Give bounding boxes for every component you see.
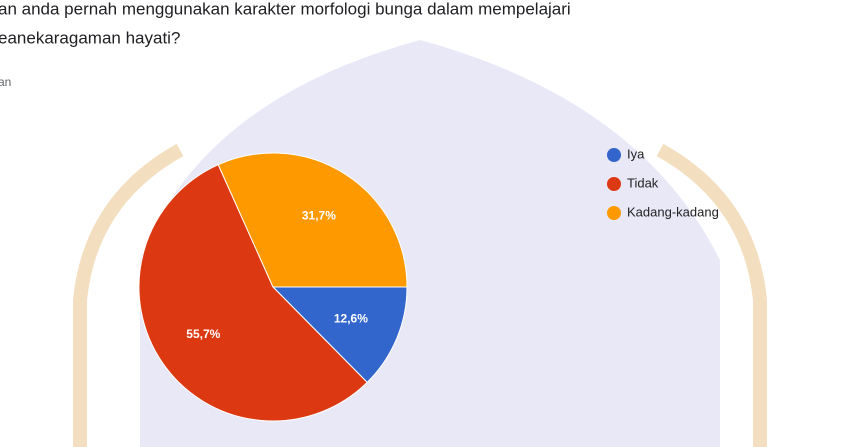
- slice-label: 55,7%: [186, 327, 220, 341]
- watermark-arc: [73, 143, 767, 447]
- legend-label: Kadang-kadang: [627, 204, 719, 219]
- subtitle: an: [0, 75, 11, 89]
- slice-label: 12,6%: [334, 312, 368, 326]
- legend-marker: [607, 148, 621, 162]
- title-line: an anda pernah menggunakan karakter morf…: [0, 0, 571, 18]
- legend-marker: [607, 177, 621, 191]
- pie-slice: [217, 152, 408, 288]
- legend-marker: [607, 206, 621, 220]
- slice-label: 31,7%: [302, 208, 336, 222]
- title-line: eanekaragaman hayati?: [0, 28, 180, 47]
- pie-slice: [271, 286, 408, 384]
- legend-label: Tidak: [627, 175, 659, 190]
- pie-slice: [138, 164, 368, 422]
- legend-label: Iya: [627, 146, 645, 161]
